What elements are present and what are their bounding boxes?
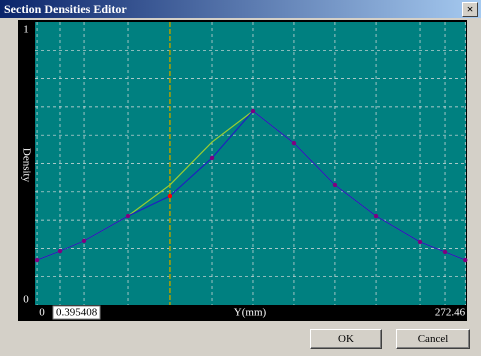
cancel-button[interactable]: Cancel <box>396 329 470 349</box>
control-point <box>250 108 256 114</box>
chart: Density Y(mm) 0.395408 0 1 0 272.46 <box>18 20 468 321</box>
y-tick-label: 1 <box>23 24 29 36</box>
plot-area <box>35 22 466 305</box>
control-point <box>167 193 173 199</box>
y-tick-label: 0 <box>23 294 29 306</box>
window-title: Section Densities Editor <box>4 2 127 16</box>
close-button[interactable]: × <box>462 2 478 17</box>
x-axis-label: Y(mm) <box>234 307 267 319</box>
value-input[interactable] <box>52 305 101 320</box>
control-point <box>373 213 379 219</box>
control-point <box>57 248 63 254</box>
control-point <box>209 155 215 161</box>
title-bar: Section Densities Editor × <box>0 0 481 18</box>
control-point <box>332 182 338 188</box>
control-point <box>463 257 468 263</box>
control-point <box>81 238 87 244</box>
control-point <box>34 257 40 263</box>
x-tick-label: 0 <box>39 307 45 319</box>
control-point <box>291 140 297 146</box>
control-point <box>442 249 448 255</box>
control-point <box>417 239 423 245</box>
value-input-text[interactable]: 0.395408 <box>56 307 98 319</box>
x-tick-label: 272.46 <box>435 307 466 319</box>
control-point <box>125 213 131 219</box>
y-axis-label: Density <box>20 148 32 183</box>
ok-button[interactable]: OK <box>310 329 382 349</box>
